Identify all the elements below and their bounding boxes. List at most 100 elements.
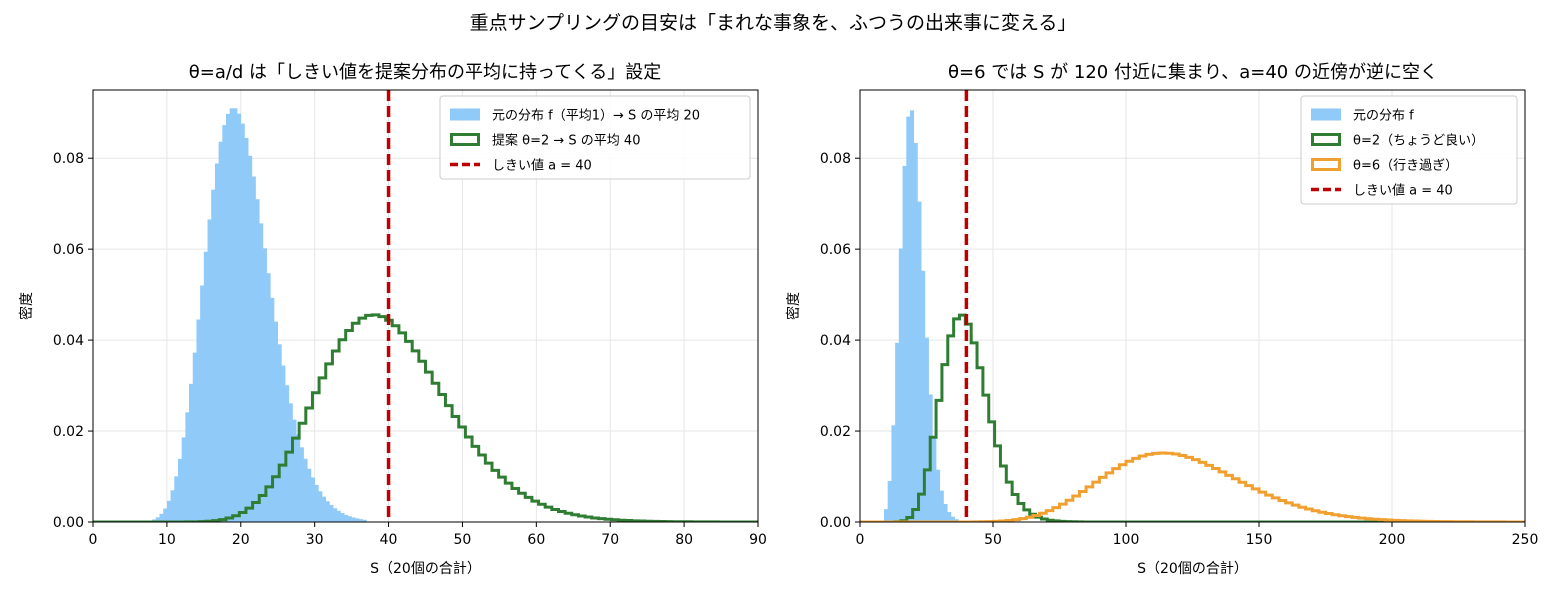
hist-bar	[259, 223, 264, 522]
hist-bar	[325, 501, 330, 522]
series-2-step-line	[860, 451, 1525, 522]
hist-bar	[910, 110, 915, 522]
hist-bar	[292, 419, 297, 522]
x-axis-label: S（20個の合計）	[370, 561, 481, 577]
legend-box	[439, 95, 751, 180]
hist-bar	[288, 403, 293, 522]
x-tick-label: 0	[856, 532, 865, 548]
left-panel: θ=a/d は「しきい値を提案分布の平均に持ってくる」設定 0 10 20 30 40 50…	[18, 62, 767, 577]
figure-suptitle: 重点サンプリングの目安は「まれな事象を、ふつうの出来事に変える」	[470, 12, 1077, 34]
hist-bar	[906, 116, 911, 522]
hist-bar	[891, 425, 896, 522]
hist-bar	[351, 517, 356, 522]
y-tick-label: 0.08	[820, 151, 851, 167]
hist-bar	[237, 113, 242, 522]
legend-swatch	[450, 108, 480, 121]
hist-bar	[318, 491, 323, 522]
x-tick-label: 0	[89, 532, 98, 548]
series-0-bars	[883, 110, 959, 522]
right-panel: θ=6 では S が 120 付近に集まり、a=40 の近傍が逆に空く 0 50 10…	[785, 62, 1538, 577]
hist-bar	[887, 480, 892, 522]
axes-frame	[92, 89, 759, 523]
hist-bar	[322, 496, 327, 522]
hist-bar	[362, 519, 367, 522]
hist-bar	[155, 517, 160, 522]
y-tick-label: 0.06	[53, 242, 84, 258]
y-tick-label: 0.00	[53, 515, 84, 531]
hist-bar	[883, 509, 888, 522]
hist-bar	[921, 270, 926, 522]
hist-bar	[233, 108, 238, 522]
legend: 元の分布 f θ=2（ちょうど良い） θ=6（行き過ぎ） しきい値 a = 40	[1300, 95, 1518, 205]
hist-bar	[932, 438, 937, 522]
hist-bar	[222, 125, 227, 522]
hist-bar	[936, 469, 941, 522]
hist-bar	[314, 484, 319, 522]
hist-bar	[895, 342, 900, 522]
hist-bar	[166, 500, 171, 522]
x-axis-label: S（20個の合計）	[1137, 561, 1248, 577]
hist-bar	[174, 476, 179, 522]
x-tick-label: 50	[984, 532, 1002, 548]
panel-title: θ=a/d は「しきい値を提案分布の平均に持ってくる」設定	[189, 62, 662, 83]
hist-bar	[917, 201, 922, 522]
x-tick-label: 70	[601, 532, 619, 548]
hist-bar	[303, 458, 308, 522]
legend-label: θ=2（ちょうど良い）	[1353, 133, 1484, 149]
x-tick-label: 10	[158, 532, 176, 548]
hist-bar	[240, 123, 245, 522]
hist-bar	[913, 142, 918, 522]
legend: 元の分布 f（平均1）→ S の平均 20 提案 θ=2 → S の平均 40 しき…	[439, 95, 751, 180]
y-tick-label: 0.02	[53, 424, 84, 440]
legend-label: 元の分布 f	[1353, 109, 1414, 124]
hist-bar	[333, 508, 338, 522]
x-tick-label: 100	[1113, 532, 1140, 548]
legend-swatch	[1311, 133, 1341, 146]
y-tick-label: 0.04	[53, 333, 84, 349]
y-tick-label: 0.02	[820, 424, 851, 440]
hist-bar	[299, 447, 304, 522]
x-tick-label: 30	[306, 532, 324, 548]
hist-bar	[943, 503, 948, 522]
hist-bar	[226, 113, 230, 522]
y-axis-label: 密度	[18, 292, 35, 320]
x-tick-label: 80	[675, 532, 693, 548]
hist-bar	[340, 513, 345, 522]
hist-bar	[185, 412, 190, 522]
hist-bar	[355, 518, 360, 522]
legend-label: θ=6（行き過ぎ）	[1353, 159, 1458, 174]
hist-bar	[310, 477, 315, 522]
x-tick-label: 250	[1512, 532, 1539, 548]
hist-bar	[192, 352, 197, 522]
hist-bar	[266, 273, 271, 522]
hist-bar	[218, 141, 223, 522]
hist-bar	[170, 490, 175, 522]
hist-bar	[270, 297, 275, 522]
plot-area	[93, 90, 758, 522]
hist-bar	[950, 516, 955, 522]
hist-bar	[211, 189, 216, 522]
hist-bar	[336, 510, 341, 522]
x-tick-label: 40	[380, 532, 398, 548]
series-1-step-line	[860, 313, 1525, 522]
hist-bar	[296, 434, 301, 522]
y-tick-label: 0.06	[820, 242, 851, 258]
x-tick-label: 200	[1379, 532, 1406, 548]
hist-bar	[274, 321, 279, 522]
hist-bar	[307, 468, 312, 522]
x-tick-label: 50	[454, 532, 472, 548]
hist-bar	[163, 508, 168, 522]
y-tick-label: 0.08	[53, 151, 84, 167]
axes-frame	[859, 89, 1526, 523]
legend-label: 元の分布 f（平均1）→ S の平均 20	[492, 109, 700, 124]
hist-bar	[255, 199, 260, 522]
hist-bar	[359, 519, 363, 522]
legend-swatch	[1311, 108, 1341, 121]
hist-bar	[203, 251, 208, 522]
x-tick-label: 90	[749, 532, 767, 548]
legend-label: 提案 θ=2 → S の平均 40	[492, 133, 640, 149]
hist-bar	[924, 337, 929, 522]
panel-title: θ=6 では S が 120 付近に集まり、a=40 の近傍が逆に空く	[948, 62, 1438, 83]
legend-box	[1300, 95, 1518, 205]
